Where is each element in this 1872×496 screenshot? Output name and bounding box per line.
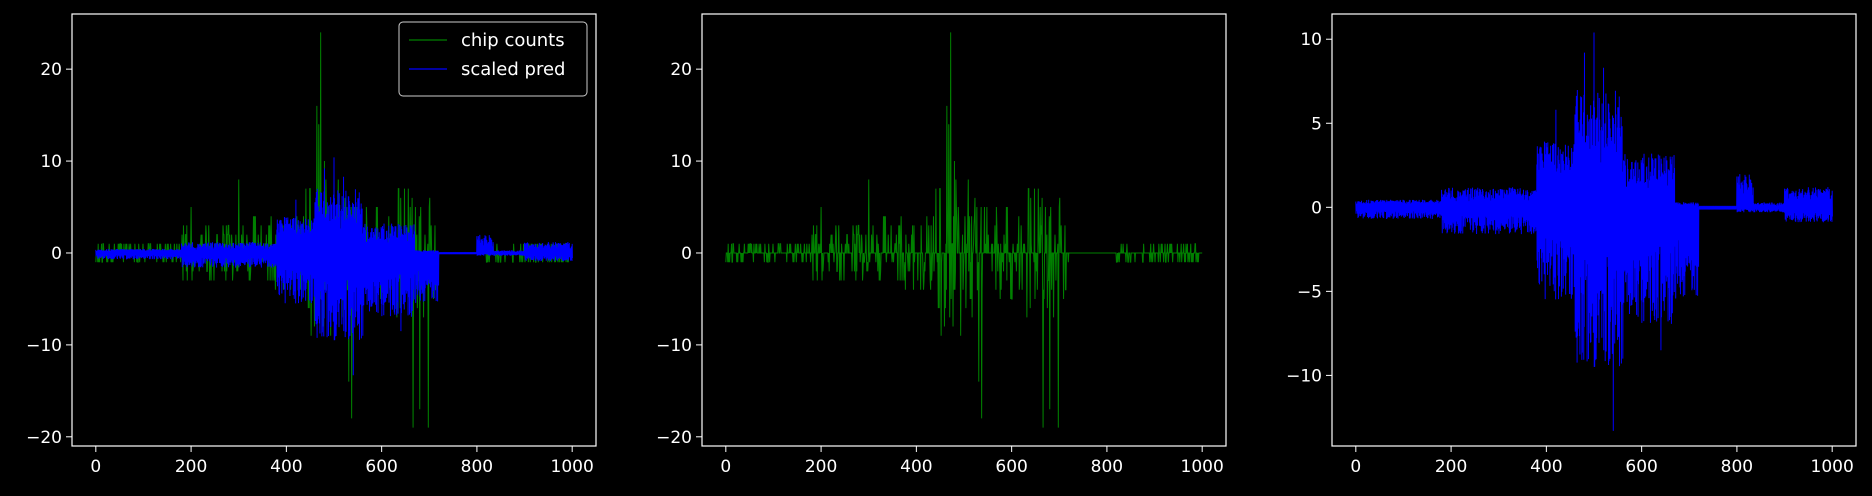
y-tick-label: 0 xyxy=(1311,198,1322,218)
y-tick-label: 0 xyxy=(681,244,692,264)
axes-frame xyxy=(71,13,597,447)
x-tick-label: 600 xyxy=(1625,457,1657,477)
y-tick-label: −20 xyxy=(26,428,62,448)
x-tick-label: 200 xyxy=(175,457,207,477)
axes-frame xyxy=(701,13,1227,447)
y-tick-label: 20 xyxy=(40,60,62,80)
y-tick-label: 20 xyxy=(670,60,692,80)
legend-label: scaled pred xyxy=(461,59,565,80)
chart-panel-1: 0 200 400 600 800 1000 −20 −10 0 10 20 chip counts s… xyxy=(26,13,597,477)
x-tick-label: 400 xyxy=(270,457,302,477)
x-tick-label: 1000 xyxy=(1811,457,1854,477)
x-tick-label: 200 xyxy=(1435,457,1467,477)
y-tick-label: 10 xyxy=(670,152,692,172)
axes-frame xyxy=(1331,13,1857,447)
x-tick-label: 400 xyxy=(1530,457,1562,477)
x-tick-label: 1000 xyxy=(551,457,594,477)
x-tick-label: 1000 xyxy=(1181,457,1224,477)
plot-area xyxy=(725,32,1203,428)
plot-area xyxy=(1355,32,1833,431)
x-tick-label: 400 xyxy=(900,457,932,477)
x-tick-label: 0 xyxy=(720,457,731,477)
chart-panel-3: 0 200 400 600 800 1000 −10 −5 0 5 10 xyxy=(1286,13,1857,477)
y-tick-label: 0 xyxy=(51,244,62,264)
y-tick-label: −5 xyxy=(1297,282,1322,302)
x-tick-label: 0 xyxy=(1350,457,1361,477)
plot-area xyxy=(95,32,573,428)
x-tick-label: 800 xyxy=(461,457,493,477)
x-tick-label: 200 xyxy=(805,457,837,477)
x-tick-label: 800 xyxy=(1721,457,1753,477)
x-tick-label: 600 xyxy=(365,457,397,477)
y-tick-label: 10 xyxy=(1300,30,1322,50)
y-tick-label: −10 xyxy=(26,336,62,356)
y-tick-label: 10 xyxy=(40,152,62,172)
legend-label: chip counts xyxy=(461,30,565,51)
series-line-counts xyxy=(725,32,1203,428)
legend: chip counts scaled pred xyxy=(398,21,588,97)
series-line-pred xyxy=(1355,32,1833,431)
y-tick-label: −10 xyxy=(1286,366,1322,386)
series-line-scaled-pred xyxy=(95,157,573,376)
y-tick-label: −10 xyxy=(656,336,692,356)
y-tick-label: 5 xyxy=(1311,114,1322,134)
chart-panel-2: 0 200 400 600 800 1000 −20 −10 0 10 20 xyxy=(656,13,1227,477)
y-tick-label: −20 xyxy=(656,428,692,448)
x-tick-label: 800 xyxy=(1091,457,1123,477)
x-tick-label: 600 xyxy=(995,457,1027,477)
x-tick-label: 0 xyxy=(90,457,101,477)
